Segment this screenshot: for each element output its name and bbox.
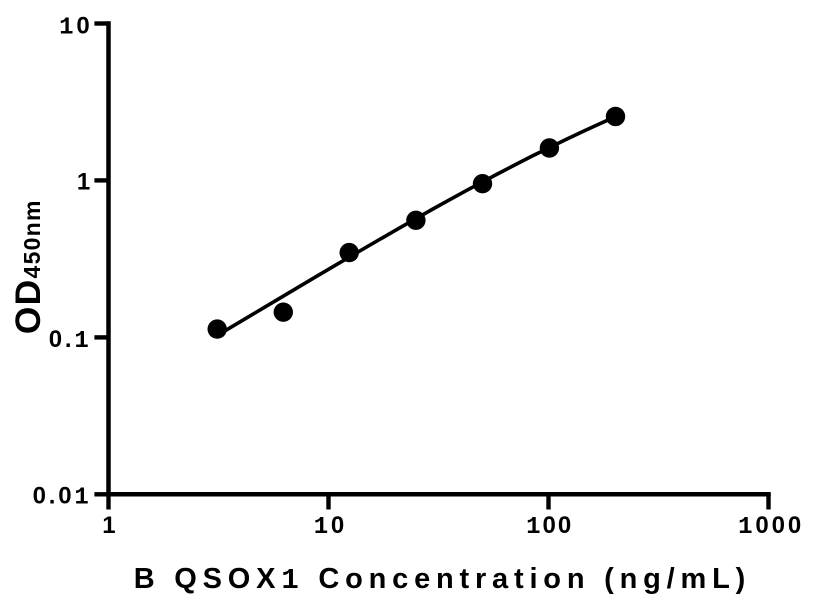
svg-text:OD450nm: OD450nm: [8, 199, 48, 334]
svg-text:10: 10: [59, 12, 92, 41]
svg-text:1: 1: [102, 512, 115, 539]
svg-text:1: 1: [77, 169, 90, 196]
svg-text:100: 100: [526, 512, 573, 541]
svg-text:B QSOX1 Concentration (ng/mL): B QSOX1 Concentration (ng/mL): [134, 563, 751, 597]
svg-text:1000: 1000: [738, 512, 804, 541]
svg-text:0.1: 0.1: [49, 326, 92, 355]
svg-text:0.01: 0.01: [33, 483, 92, 512]
svg-text:10: 10: [314, 512, 347, 541]
